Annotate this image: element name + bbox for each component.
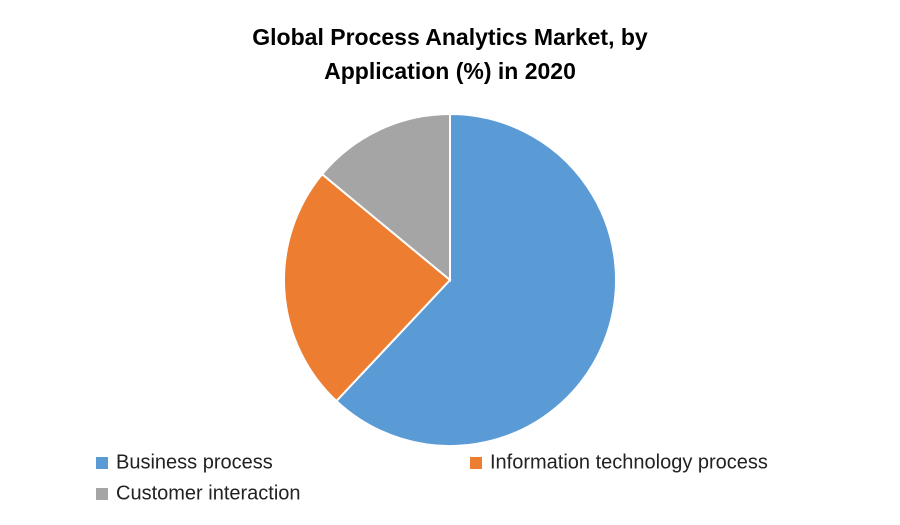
legend-label: Customer interaction [116, 482, 301, 504]
legend-swatch [96, 488, 108, 500]
legend-swatch [470, 457, 482, 469]
chart-title: Global Process Analytics Market, by Appl… [252, 24, 648, 84]
legend-label: Information technology process [490, 451, 768, 473]
legend-swatch [96, 457, 108, 469]
pie-slice [320, 112, 451, 283]
legend-label: Business process [116, 451, 273, 473]
pie-slice [334, 112, 617, 447]
pie-slice [283, 172, 452, 403]
